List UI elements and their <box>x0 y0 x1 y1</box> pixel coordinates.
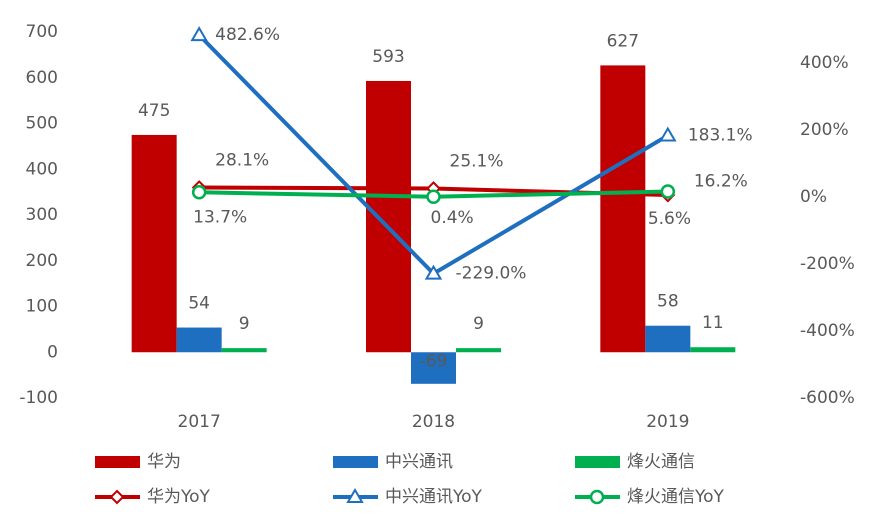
bar <box>690 347 736 353</box>
legend-label: 中兴通讯 <box>385 452 453 472</box>
x-tick-label: 2018 <box>412 412 455 432</box>
legend-swatch <box>333 456 378 468</box>
line-label: 482.6% <box>215 25 280 45</box>
bar-label: 54 <box>188 294 210 314</box>
y2-tick-label: -400% <box>800 321 855 341</box>
y-tick-label: 500 <box>26 114 58 134</box>
line-marker <box>424 264 443 280</box>
legend-label: 华为 <box>147 452 181 472</box>
bar <box>131 134 177 353</box>
bar-label: 475 <box>138 101 170 121</box>
legend-marker <box>109 489 125 505</box>
bar-label: 58 <box>657 292 679 312</box>
x-tick-label: 2017 <box>178 412 221 432</box>
line-marker <box>659 126 677 142</box>
y2-tick-label: -200% <box>800 254 855 274</box>
line-label: 0.4% <box>431 208 474 228</box>
legend-label: 烽火通信 <box>627 452 695 472</box>
line-label: 25.1% <box>450 151 504 171</box>
bar <box>366 80 411 353</box>
legend-swatch <box>575 456 620 468</box>
line-marker <box>190 26 208 42</box>
line-label: 28.1% <box>215 150 269 170</box>
y2-tick-label: 200% <box>800 120 849 140</box>
line-label: 13.7% <box>193 207 247 227</box>
y-tick-label: 700 <box>26 22 58 42</box>
bar-label: 627 <box>607 31 639 51</box>
y-tick-label: 600 <box>26 68 58 88</box>
y-tick-label: 300 <box>26 205 58 225</box>
bar <box>456 348 501 353</box>
bar-label: 593 <box>372 47 404 67</box>
legend-label: 烽火通信YoY <box>627 487 725 507</box>
y2-tick-label: 400% <box>800 53 849 73</box>
bar <box>411 352 456 384</box>
y-tick-label: 400 <box>26 159 58 179</box>
y-tick-label: -100 <box>19 388 58 408</box>
bar-label: 11 <box>702 313 724 333</box>
y-tick-label: 100 <box>26 297 58 317</box>
y-tick-label: 0 <box>47 342 58 362</box>
line-label: -229.0% <box>456 264 527 284</box>
y-tick-label: 200 <box>26 251 58 271</box>
legend-label: 华为YoY <box>147 487 211 507</box>
legend-marker <box>346 488 364 503</box>
line-label: 16.2% <box>694 171 748 191</box>
line-marker <box>660 184 676 199</box>
y2-tick-label: 0% <box>800 187 827 207</box>
legend-label: 中兴通讯YoY <box>385 487 483 507</box>
bar <box>176 327 222 353</box>
legend-swatch <box>95 456 140 468</box>
bar-label: -69 <box>420 351 448 371</box>
bar <box>600 65 646 353</box>
x-tick-label: 2019 <box>646 412 689 432</box>
y2-tick-label: -600% <box>800 388 855 408</box>
line-label: 183.1% <box>688 126 753 146</box>
line-marker <box>191 185 207 200</box>
line-marker <box>426 189 441 205</box>
bar <box>645 325 691 353</box>
line-label: 5.6% <box>648 209 691 229</box>
bar <box>221 348 267 353</box>
bar-label: 9 <box>473 314 484 334</box>
bar-label: 9 <box>239 314 250 334</box>
legend-marker <box>589 489 605 505</box>
line <box>197 33 669 277</box>
